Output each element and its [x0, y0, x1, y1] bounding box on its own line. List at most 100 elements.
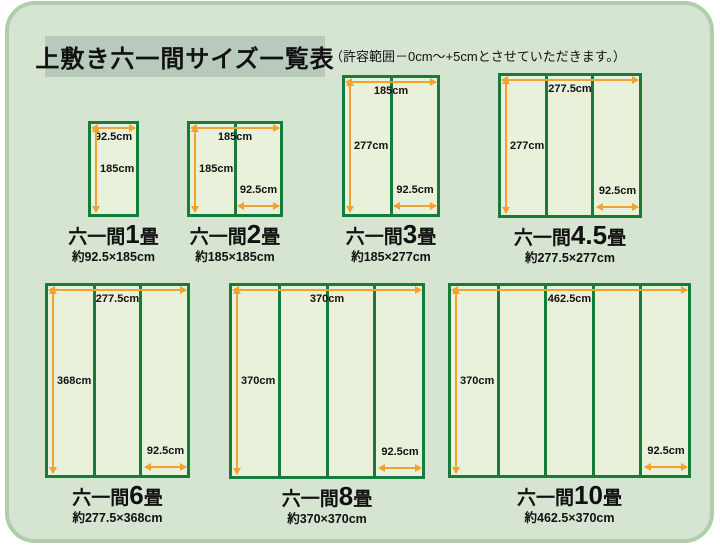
height-dimension-arrow — [92, 125, 100, 213]
width-label: 370cm — [309, 293, 345, 305]
caption-size: 約462.5×370cm — [524, 511, 615, 526]
unit-width-dimension-arrow — [393, 202, 437, 210]
unit-width-dimension-arrow — [237, 202, 280, 210]
width-label: 462.5cm — [547, 293, 592, 305]
width-label: 92.5cm — [94, 131, 133, 143]
page-title: 上敷き六一間サイズ一覧表 — [35, 46, 335, 73]
tatami-diagram: 462.5cm 370cm 92.5cm 六一間10畳 約462.5×370cm — [448, 283, 691, 525]
caption-number: 6 — [129, 480, 144, 510]
caption-number: 10 — [574, 480, 603, 510]
caption-size: 約370×370cm — [287, 512, 367, 527]
height-dimension-arrow — [233, 287, 241, 475]
tatami-diagram: 370cm 370cm 92.5cm 六一間8畳 約370×370cm — [229, 283, 425, 526]
height-label: 185cm — [199, 163, 234, 175]
width-label: 277.5cm — [548, 83, 592, 95]
unit-width-label: 92.5cm — [146, 445, 185, 457]
caption-title: 六一間3畳 — [345, 219, 437, 249]
unit-width-dimension-arrow — [378, 464, 422, 472]
height-dimension-arrow — [346, 79, 354, 213]
unit-width-label: 92.5cm — [381, 446, 419, 458]
caption-suffix: 畳 — [607, 228, 627, 249]
caption-suffix: 畳 — [143, 488, 163, 509]
tatami-diagram: 185cm 277cm 92.5cm 六一間3畳 約185×277cm — [342, 75, 440, 264]
caption-suffix: 畳 — [139, 227, 159, 248]
height-label: 277cm — [354, 140, 389, 152]
diagram-caption: 六一間4.5畳 約277.5×277cm — [513, 220, 627, 265]
mat-rect — [498, 73, 642, 218]
caption-title: 六一間10畳 — [517, 480, 622, 510]
diagram-caption: 六一間8畳 約370×370cm — [281, 481, 373, 527]
caption-number: 8 — [338, 481, 354, 511]
caption-suffix: 畳 — [602, 488, 622, 509]
diagram-caption: 六一間3畳 約185×277cm — [345, 219, 437, 265]
caption-number: 3 — [402, 219, 418, 249]
mat-divider — [92, 286, 96, 475]
mat-divider — [278, 286, 281, 476]
height-label: 370cm — [460, 374, 495, 387]
height-label: 368cm — [57, 374, 92, 387]
width-label: 185cm — [373, 85, 409, 97]
caption-suffix: 畳 — [417, 227, 437, 248]
mat-divider — [639, 286, 643, 475]
title-box: 上敷き六一間サイズ一覧表 — [35, 36, 334, 77]
width-dimension-arrow — [451, 286, 688, 294]
width-dimension-arrow — [190, 124, 280, 132]
caption-number: 1 — [125, 219, 140, 249]
tatami-diagram: 92.5cm 185cm 六一間1畳 約92.5×185cm — [68, 121, 159, 264]
caption-title: 六一間8畳 — [281, 481, 373, 511]
height-label: 370cm — [241, 375, 276, 387]
mat-rect — [229, 283, 425, 479]
caption-prefix: 六一間 — [72, 488, 130, 509]
tatami-diagram: 277.5cm 368cm 92.5cm 六一間6畳 約277.5×368cm — [45, 283, 190, 525]
mat-divider — [325, 286, 329, 476]
caption-prefix: 六一間 — [281, 489, 339, 510]
unit-width-dimension-arrow — [644, 463, 688, 471]
mat-rect — [448, 283, 691, 478]
width-dimension-arrow — [48, 286, 187, 294]
mat-divider — [139, 286, 143, 475]
caption-prefix: 六一間 — [68, 227, 126, 248]
diagram-caption: 六一間10畳 約462.5×370cm — [517, 480, 622, 526]
mat-divider — [496, 286, 500, 475]
mat-rect — [342, 75, 440, 217]
caption-size: 約185×185cm — [195, 250, 275, 265]
mat-divider — [373, 286, 376, 476]
tatami-diagram: 185cm 185cm 92.5cm 六一間2畳 約185×185cm — [187, 121, 283, 264]
diagram-caption: 六一間6畳 約277.5×368cm — [72, 480, 163, 526]
caption-size: 約185×277cm — [351, 250, 431, 265]
caption-prefix: 六一間 — [517, 488, 575, 509]
width-dimension-arrow — [232, 286, 422, 294]
mat-rect — [187, 121, 283, 217]
mat-divider — [233, 124, 237, 214]
width-dimension-arrow — [501, 76, 639, 84]
diagram-caption: 六一間2畳 約185×185cm — [189, 220, 281, 265]
height-label: 277cm — [510, 139, 545, 152]
caption-suffix: 畳 — [261, 227, 281, 248]
mat-rect — [45, 283, 190, 478]
caption-suffix: 畳 — [353, 489, 373, 510]
unit-width-label: 92.5cm — [239, 184, 278, 196]
mat-divider — [545, 76, 549, 215]
caption-prefix: 六一間 — [345, 227, 403, 248]
caption-number: 4.5 — [570, 220, 608, 250]
caption-prefix: 六一間 — [513, 228, 571, 249]
unit-width-label: 92.5cm — [598, 185, 637, 197]
unit-width-dimension-arrow — [144, 463, 187, 471]
caption-size: 約92.5×185cm — [71, 250, 156, 265]
height-dimension-arrow — [502, 77, 510, 214]
width-label: 185cm — [217, 131, 253, 143]
unit-width-label: 92.5cm — [647, 445, 685, 457]
mat-divider — [591, 286, 595, 475]
caption-size: 約277.5×368cm — [72, 511, 163, 526]
width-label: 277.5cm — [95, 293, 140, 305]
height-dimension-arrow — [49, 287, 57, 474]
diagram-caption: 六一間1畳 約92.5×185cm — [68, 219, 159, 265]
mat-divider — [591, 76, 595, 215]
caption-prefix: 六一間 — [189, 227, 247, 248]
tatami-diagram: 277.5cm 277cm 92.5cm 六一間4.5畳 約277.5×277c… — [498, 73, 642, 265]
caption-title: 六一間6畳 — [72, 480, 163, 510]
mat-divider — [389, 78, 393, 214]
unit-width-dimension-arrow — [596, 203, 639, 211]
height-label: 185cm — [100, 163, 135, 175]
